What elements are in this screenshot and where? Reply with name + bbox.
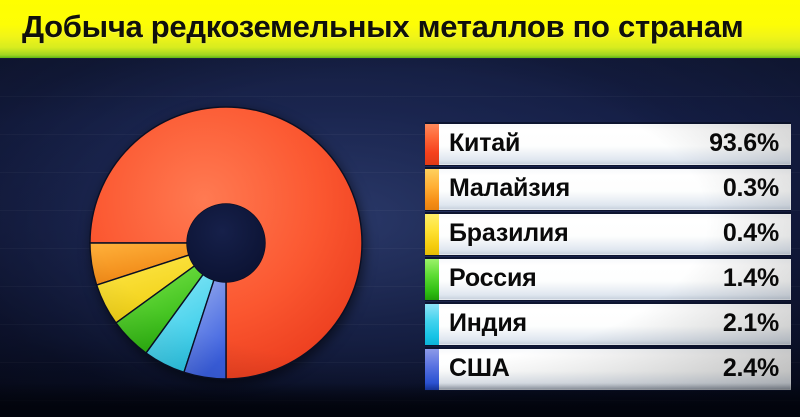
color-swatch-green-icon xyxy=(425,259,439,300)
color-swatch-yellow-icon xyxy=(425,214,439,255)
color-swatch-cyan-icon xyxy=(425,304,439,345)
donut-hole xyxy=(187,204,265,282)
legend-label-usa: США xyxy=(449,354,510,382)
legend-table: Китай 93.6% Малайзия 0.3% Бразилия 0.4% … xyxy=(425,122,791,392)
legend-label-russia: Россия xyxy=(449,264,537,292)
legend-label-china: Китай xyxy=(449,129,521,157)
legend-row-usa[interactable]: США 2.4% xyxy=(425,347,791,391)
legend-row-china[interactable]: Китай 93.6% xyxy=(425,122,791,166)
color-swatch-red-icon xyxy=(425,124,439,165)
donut-chart xyxy=(88,100,374,392)
legend-value-brazil: 0.4% xyxy=(722,219,779,247)
legend-label-india: Индия xyxy=(449,309,527,337)
color-swatch-blue-icon xyxy=(425,349,439,390)
legend-value-china: 93.6% xyxy=(709,129,779,157)
legend-value-usa: 2.4% xyxy=(722,354,779,382)
page-title: Добыча редкоземельных металлов по страна… xyxy=(22,8,744,44)
legend-row-russia[interactable]: Россия 1.4% xyxy=(425,257,791,301)
title-banner: Добыча редкоземельных металлов по страна… xyxy=(0,0,800,58)
legend-value-malaysia: 0.3% xyxy=(722,174,779,202)
legend-row-malaysia[interactable]: Малайзия 0.3% xyxy=(425,167,791,211)
legend-label-malaysia: Малайзия xyxy=(449,174,570,202)
color-swatch-orange-icon xyxy=(425,169,439,210)
legend-row-brazil[interactable]: Бразилия 0.4% xyxy=(425,212,791,256)
legend-value-india: 2.1% xyxy=(722,309,779,337)
legend-label-brazil: Бразилия xyxy=(449,219,569,247)
legend-value-russia: 1.4% xyxy=(722,264,779,292)
donut-chart-svg xyxy=(89,106,363,380)
legend-row-india[interactable]: Индия 2.1% xyxy=(425,302,791,346)
